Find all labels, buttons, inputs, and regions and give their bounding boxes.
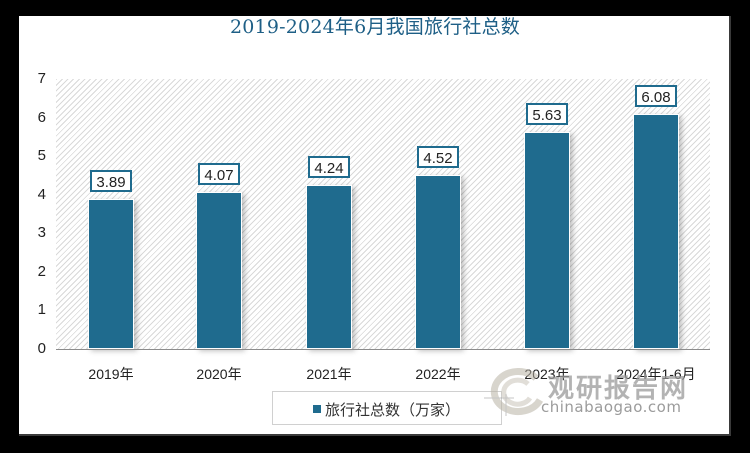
value-label: 4.52 [417,145,459,168]
y-tick-label: 2 [37,262,46,280]
value-label: 6.08 [635,85,677,108]
legend-label: 旅行社总数（万家） [325,401,461,419]
y-tick-label: 4 [37,185,46,203]
y-tick-label: 5 [37,147,46,165]
x-tick-label: 2020年 [196,366,242,382]
bar [88,198,134,349]
bar [306,185,352,349]
value-label: 4.07 [198,163,240,185]
value-label: 4.24 [308,156,350,179]
watermark-text-en: chinabaogao.com [541,398,682,416]
watermark-logo-icon [484,368,544,416]
value-label: 5.63 [526,102,568,125]
plot-area [56,79,710,349]
legend-swatch [313,405,321,413]
y-tick-label: 3 [37,224,46,242]
bar [196,192,242,349]
x-axis-line [56,349,710,350]
value-label: 3.89 [90,169,132,192]
y-tick-label: 7 [37,70,46,87]
x-tick-label: 2019年 [88,366,134,382]
x-tick-label: 2021年 [306,366,352,382]
y-tick-label: 1 [37,301,46,319]
x-tick-label: 2022年 [415,366,461,382]
x-tick-label: 2024年1-6月 [616,366,696,382]
bar [524,131,570,349]
bar [415,174,461,349]
chart-title: 2019-2024年6月我国旅行社总数 [229,16,521,38]
y-tick-label: 6 [37,108,46,126]
bar [633,114,679,349]
legend: 旅行社总数（万家） [272,391,502,425]
y-tick-label: 0 [37,340,46,357]
watermark-text-cn: 观研报告网 [548,373,689,403]
